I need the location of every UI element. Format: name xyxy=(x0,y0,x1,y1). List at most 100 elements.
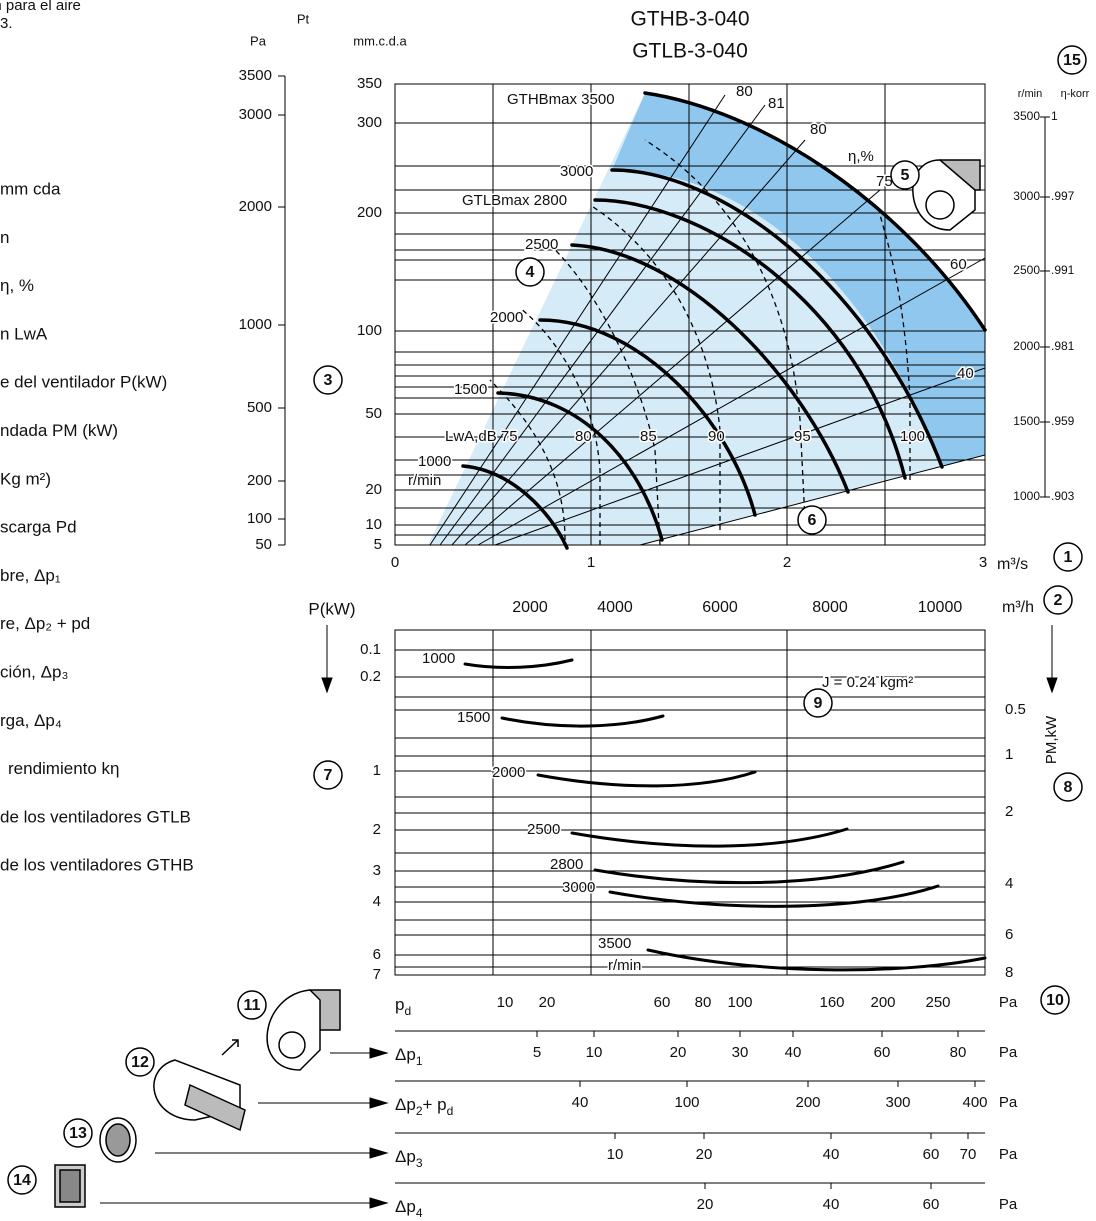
tick-label: 10 xyxy=(365,516,382,533)
axis-label: mm.c.d.a xyxy=(353,33,407,48)
tick-label: 4 xyxy=(373,893,381,910)
row-label-part: + p xyxy=(423,1095,447,1114)
tick-label: 60 xyxy=(654,994,671,1011)
tick-label: 100 xyxy=(674,1094,699,1111)
callout: 2 xyxy=(1054,592,1063,609)
tick-label: 4 xyxy=(1005,875,1013,892)
subscript: 4 xyxy=(416,1206,423,1220)
tick-label: 40 xyxy=(823,1196,840,1213)
callout: 8 xyxy=(1064,779,1073,796)
tick-label: 20 xyxy=(539,994,556,1011)
row-label-part: Δp xyxy=(395,1045,416,1064)
callout: 6 xyxy=(808,512,817,529)
legend-item: Kg m²) xyxy=(0,469,51,488)
tick-label: 2 xyxy=(1005,803,1013,820)
subscript: d xyxy=(447,1104,454,1118)
header-fragment: 3. xyxy=(0,15,13,32)
tick-label: 10000 xyxy=(918,599,963,616)
legend-item: n xyxy=(0,228,9,247)
legend-item: ción, Δp₃ xyxy=(0,662,68,681)
callout: 11 xyxy=(244,997,261,1014)
tick-label: 0.5 xyxy=(1005,701,1026,718)
tick-label: 10 xyxy=(607,1146,624,1163)
tick-label: .991 xyxy=(1051,263,1075,277)
curve-label: 60 xyxy=(950,256,967,273)
legend-item: mm cda xyxy=(0,179,61,198)
callout: 15 xyxy=(1063,52,1081,69)
tick-label: 500 xyxy=(247,399,272,416)
row-label-part: p xyxy=(395,995,404,1014)
curve-label: 81 xyxy=(768,95,785,112)
tick-label: 6 xyxy=(1005,926,1013,943)
curve-label: 2800 xyxy=(550,856,583,873)
tick-label: 2000 xyxy=(512,599,548,616)
legend-item: n LwA xyxy=(0,324,48,343)
tick-label: 1 xyxy=(373,762,381,779)
tick-label: 30 xyxy=(732,1044,749,1061)
curve-label: 1500 xyxy=(454,381,487,398)
tick-label: 3000 xyxy=(239,106,272,123)
tick-label: .981 xyxy=(1051,339,1075,353)
unit-label: Pa xyxy=(999,994,1018,1011)
legend-item: rga, Δp₄ xyxy=(0,711,62,730)
tick-label: 1000 xyxy=(239,316,272,333)
tick-label: 8000 xyxy=(812,599,848,616)
tick-label: 20 xyxy=(670,1044,687,1061)
tick-label: 100 xyxy=(357,322,382,339)
tick-label: 200 xyxy=(870,994,895,1011)
curve-label: 90 xyxy=(708,428,725,445)
tick-label: 2 xyxy=(783,554,791,571)
legend-item: bre, Δp₁ xyxy=(0,566,61,585)
tick-label: 10 xyxy=(586,1044,603,1061)
legend-item: e del ventilador P(kW) xyxy=(0,373,167,392)
row-label-part: Δp xyxy=(395,1197,416,1216)
tick-label: 6000 xyxy=(702,599,738,616)
tick-label: 3500 xyxy=(239,67,272,84)
curve-label: 3000 xyxy=(560,163,593,180)
tick-label: 2500 xyxy=(1013,263,1040,277)
tick-label: 8 xyxy=(1005,964,1013,981)
header-fragment: mpresión para el aire xyxy=(0,0,81,14)
unit-label: Pa xyxy=(999,1196,1018,1213)
curve-label: 2500 xyxy=(525,236,558,253)
curve-label: 3500 xyxy=(598,935,631,952)
tick-label: 200 xyxy=(795,1094,820,1111)
legend-item: scarga Pd xyxy=(0,518,77,537)
callout: 1 xyxy=(1064,549,1073,566)
tick-label: 5 xyxy=(374,536,382,553)
annotation: J = 0.24 kgm² xyxy=(822,674,913,691)
tick-label: 1000 xyxy=(1013,489,1040,503)
tick-label: 40 xyxy=(572,1094,589,1111)
tick-label: 20 xyxy=(696,1146,713,1163)
tick-label: 2000 xyxy=(239,198,272,215)
axis-unit: m³/h xyxy=(1002,599,1034,616)
curve-label: 85 xyxy=(640,428,657,445)
tick-label: 5 xyxy=(533,1044,541,1061)
callout: 3 xyxy=(324,372,333,389)
tick-label: .903 xyxy=(1051,489,1075,503)
page: mpresión para el aire3.mm cdanη, %n LwAe… xyxy=(0,0,1096,1221)
callout: 12 xyxy=(131,1054,149,1071)
curve-label: 100 xyxy=(900,428,925,445)
axis-label: Pt xyxy=(297,11,310,26)
curve-label: GTHBmax 3500 xyxy=(507,91,615,108)
curve-label: r/min xyxy=(608,957,641,974)
title: GTLB-3-040 xyxy=(632,40,748,63)
row-label-part: Δp xyxy=(395,1095,416,1114)
axis-label: PM,kW xyxy=(1043,715,1060,764)
unit-label: Pa xyxy=(999,1146,1018,1163)
tick-label: 300 xyxy=(357,114,382,131)
unit-label: Pa xyxy=(999,1094,1018,1111)
tick-label: 60 xyxy=(923,1146,940,1163)
tick-label: 40 xyxy=(823,1146,840,1163)
callout: 9 xyxy=(814,695,823,712)
tick-label: 3500 xyxy=(1013,109,1040,123)
legend-item: rendimiento kη xyxy=(8,759,120,778)
curve-label: 75 xyxy=(876,173,893,190)
tick-label: 0.2 xyxy=(360,668,381,685)
callout: 14 xyxy=(13,1172,31,1189)
tick-label: 3 xyxy=(373,862,381,879)
curve-label: η,% xyxy=(848,148,874,165)
axis-label: η-korr xyxy=(1061,88,1090,100)
tick-label: 1500 xyxy=(1013,414,1040,428)
